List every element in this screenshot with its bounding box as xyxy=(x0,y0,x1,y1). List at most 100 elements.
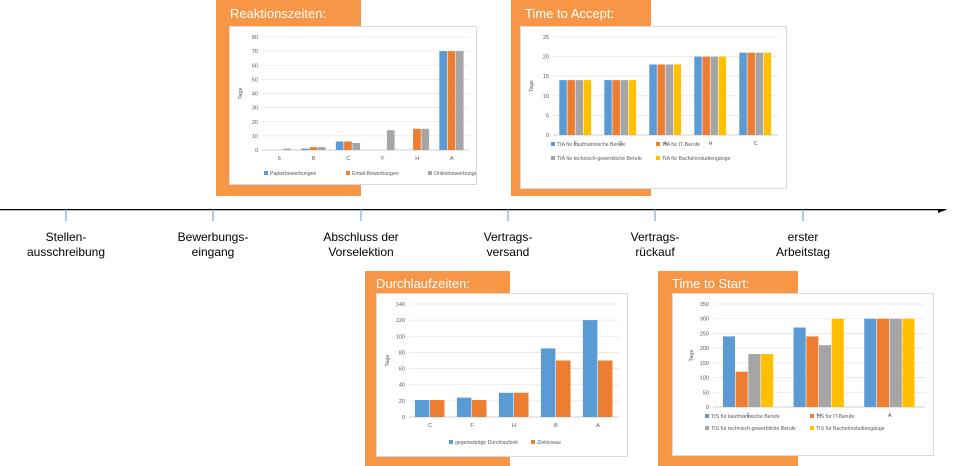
bar xyxy=(793,327,806,407)
y-tick-label: 0 xyxy=(402,415,405,421)
timeline-arrowhead xyxy=(938,209,947,213)
y-tick-label: 25 xyxy=(543,35,549,41)
y-tick-label: 200 xyxy=(700,346,709,352)
legend-swatch xyxy=(656,156,660,160)
bar xyxy=(665,64,673,135)
bar xyxy=(421,128,430,150)
bar xyxy=(628,80,637,135)
bar xyxy=(735,371,748,407)
bar xyxy=(831,318,844,407)
bar xyxy=(755,52,763,135)
bar xyxy=(806,336,819,407)
y-axis-label: Tage xyxy=(529,80,535,92)
bar xyxy=(612,80,620,135)
y-tick-label: 100 xyxy=(700,376,709,382)
x-tick-label: A xyxy=(450,156,454,162)
reaktionszeiten-title: Reaktionszeiten: xyxy=(230,6,327,21)
legend-swatch xyxy=(705,426,709,430)
x-tick-label: F xyxy=(470,423,474,429)
y-tick-label: 300 xyxy=(700,317,709,323)
legend-label: TtS für Bachelorstudiengänge xyxy=(816,426,885,432)
y-tick-label: 80 xyxy=(399,350,405,356)
legend-label: TtS für kaufmännische Berufe xyxy=(711,414,780,420)
time-to-start-title: Time to Start: xyxy=(672,276,750,291)
y-tick-label: 50 xyxy=(703,390,709,396)
stage-line2: ausschreibung xyxy=(26,245,106,259)
legend-swatch xyxy=(810,414,814,418)
x-tick-label: B xyxy=(554,423,558,429)
bar xyxy=(447,51,456,150)
legend-swatch xyxy=(346,171,350,175)
bar xyxy=(702,56,710,135)
timeline xyxy=(0,209,947,221)
bar xyxy=(604,80,612,135)
stage-vertragsversand: Vertrags- versand xyxy=(458,230,558,260)
y-tick-label: 5 xyxy=(546,113,549,119)
stage-vorselektion: Abschluss der Vorselektion xyxy=(311,230,411,260)
bar xyxy=(902,318,915,407)
y-tick-label: 40 xyxy=(399,383,405,389)
bar xyxy=(748,354,761,407)
legend-swatch xyxy=(705,414,709,418)
legend-label: Email-Bewerbungen xyxy=(352,171,399,177)
x-tick-label: F xyxy=(381,156,385,162)
legend-label: gegenwärtige Durchlaufzeit xyxy=(455,440,518,446)
bar xyxy=(673,64,682,135)
bar xyxy=(722,336,736,407)
time-to-start-chart-svg: 0 50 100 150 200 250 300 350 Tage E H A TtS für kauf… xyxy=(689,302,925,432)
y-tick-label: 20 xyxy=(399,399,405,405)
bar xyxy=(559,80,567,135)
stage-bewerbungseingang: Bewerbungs- eingang xyxy=(163,230,263,260)
y-tick-label: 30 xyxy=(252,106,258,112)
stage-stellenausschreibung: Stellen- ausschreibung xyxy=(16,230,116,260)
bar xyxy=(335,141,344,150)
x-tick-label: A xyxy=(596,423,600,429)
y-tick-label: 60 xyxy=(399,367,405,373)
bar xyxy=(739,52,747,135)
stage-line2: eingang xyxy=(191,245,235,259)
y-tick-label: 0 xyxy=(255,148,258,154)
y-axis-label: Tage xyxy=(385,355,391,367)
y-tick-label: 120 xyxy=(396,318,405,324)
x-tick-label: C xyxy=(346,156,350,162)
x-tick-label: G xyxy=(618,141,622,147)
stage-line1: Bewerbungs- xyxy=(177,230,249,244)
bar xyxy=(889,318,902,407)
bar xyxy=(301,148,310,150)
bar xyxy=(498,392,514,417)
legend-swatch xyxy=(656,142,660,146)
bar xyxy=(540,348,556,417)
bar xyxy=(718,56,727,135)
y-tick-label: 20 xyxy=(543,55,549,61)
bar xyxy=(386,130,395,150)
x-tick-label: F xyxy=(574,141,578,147)
durchlaufzeiten-chart-svg: 0 20 40 60 80 100 120 140 Tage C F H B Agegenwärtige … xyxy=(385,302,619,446)
legend-swatch xyxy=(428,171,432,175)
reaktionszeiten-chart: 0 10 20 30 40 50 60 70 80 Tage 6 B C F H A Papierbewerbu… xyxy=(229,26,477,185)
legend-label: TtA für kaufmännische Berufe xyxy=(557,142,625,148)
y-tick-label: 40 xyxy=(252,92,258,98)
legend-swatch xyxy=(810,426,814,430)
bar xyxy=(455,51,464,150)
legend-label: TtA für technisch-gewerbliche Berufe xyxy=(557,156,642,162)
bar xyxy=(317,147,326,150)
time-to-accept-title: Time to Accept: xyxy=(525,6,615,21)
x-tick-label: 6 xyxy=(278,156,281,162)
bar xyxy=(430,400,445,417)
time-to-accept-chart: 0 5 10 15 20 25 Tage F G A H C TtA für kaufmännische… xyxy=(520,26,787,189)
y-tick-label: 10 xyxy=(252,134,258,140)
legend-swatch xyxy=(551,142,555,146)
legend-swatch xyxy=(531,440,535,444)
x-tick-label: H xyxy=(817,413,821,419)
bar xyxy=(876,318,890,407)
bar xyxy=(657,64,665,135)
x-tick-label: H xyxy=(512,423,516,429)
bar xyxy=(309,147,318,150)
stage-line1: Stellen- xyxy=(45,230,87,244)
y-tick-label: 250 xyxy=(700,331,709,337)
y-tick-label: 70 xyxy=(252,49,258,55)
bar xyxy=(649,64,657,135)
stage-line1: Abschluss der xyxy=(323,230,399,244)
y-axis-label: Tage xyxy=(689,350,695,362)
